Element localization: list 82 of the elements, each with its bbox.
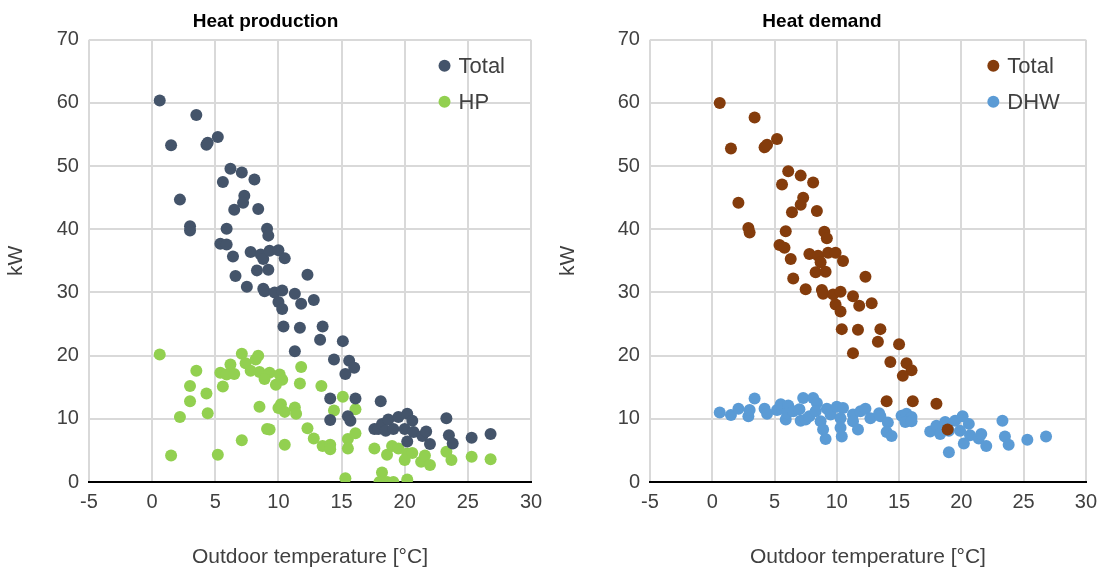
- y-tick-label: 0: [67, 469, 79, 492]
- x-tick-label: 25: [1012, 489, 1035, 512]
- point: [785, 206, 798, 219]
- point: [880, 395, 893, 408]
- legend-label: DHW: [1007, 88, 1061, 114]
- x-tick-label: -5: [641, 489, 659, 512]
- legend-label: HP: [458, 88, 490, 114]
- y-tick-label: 50: [617, 153, 640, 176]
- x-tick-label: 10: [267, 489, 290, 512]
- y-tick-label: 0: [628, 469, 640, 492]
- x-tick-label: 20: [393, 489, 416, 512]
- point: [794, 198, 807, 211]
- point: [809, 266, 822, 279]
- point: [794, 169, 807, 182]
- point: [799, 283, 812, 296]
- point: [834, 305, 847, 318]
- y-tick-label: 10: [56, 406, 79, 429]
- point: [820, 232, 833, 245]
- x-tick-label: -5: [80, 489, 98, 512]
- point: [906, 395, 919, 408]
- point: [846, 347, 859, 360]
- point: [724, 142, 737, 155]
- point: [896, 369, 909, 382]
- point: [732, 196, 745, 209]
- x-tick-label: 15: [887, 489, 911, 512]
- point: [834, 285, 847, 298]
- point: [837, 254, 850, 267]
- y-tick-label: 20: [617, 343, 640, 366]
- point: [814, 256, 827, 269]
- point: [865, 297, 878, 310]
- point: [778, 241, 791, 254]
- y-axis-title: kW: [3, 245, 27, 277]
- x-tick-label: 5: [768, 489, 781, 512]
- point: [748, 111, 761, 124]
- point: [884, 355, 897, 368]
- x-tick-label: 15: [330, 489, 353, 512]
- point: [776, 178, 789, 191]
- x-tick-label: 0: [706, 489, 718, 512]
- y-tick-label: 70: [617, 27, 640, 50]
- y-tick-label: 40: [617, 216, 640, 239]
- point: [846, 290, 859, 303]
- y-tick-label: 60: [617, 90, 640, 113]
- chart-title: Heat demand: [762, 9, 882, 31]
- point: [779, 225, 792, 238]
- point: [930, 397, 943, 410]
- legend-label: Total: [1007, 52, 1054, 78]
- point: [810, 205, 823, 217]
- point: [835, 323, 848, 336]
- y-tick-label: 30: [56, 280, 79, 302]
- point: [871, 335, 884, 348]
- point: [874, 323, 887, 336]
- point: [807, 176, 820, 189]
- point: [853, 299, 866, 312]
- point: [787, 272, 800, 285]
- y-tick-label: 30: [617, 280, 640, 302]
- point: [851, 323, 864, 336]
- x-tick-label: 5: [209, 489, 221, 512]
- point: [905, 364, 918, 377]
- point: [859, 270, 872, 283]
- y-axis-title: kW: [555, 245, 579, 277]
- x-axis-title: Outdoor temperature [°C]: [749, 544, 986, 568]
- point: [784, 253, 797, 266]
- x-tick-label: 10: [825, 489, 848, 512]
- y-tick-label: 10: [617, 406, 640, 429]
- y-tick-label: 40: [56, 216, 79, 239]
- point: [771, 132, 784, 145]
- x-tick-label: 0: [146, 489, 158, 512]
- y-tick-label: 60: [56, 90, 79, 113]
- x-tick-label: 30: [1074, 489, 1097, 512]
- x-axis-title: Outdoor temperature [°C]: [191, 544, 429, 568]
- x-tick-label: 30: [519, 489, 543, 512]
- x-tick-label: 25: [456, 489, 479, 512]
- legend-label: Total: [458, 52, 506, 78]
- point: [893, 338, 906, 351]
- y-tick-label: 70: [56, 27, 79, 50]
- point: [819, 265, 832, 278]
- point: [713, 96, 726, 109]
- point: [782, 165, 795, 178]
- chart-title: Heat production: [192, 9, 339, 31]
- y-tick-label: 20: [56, 343, 79, 366]
- y-tick-label: 50: [56, 153, 79, 176]
- x-tick-label: 20: [950, 489, 973, 512]
